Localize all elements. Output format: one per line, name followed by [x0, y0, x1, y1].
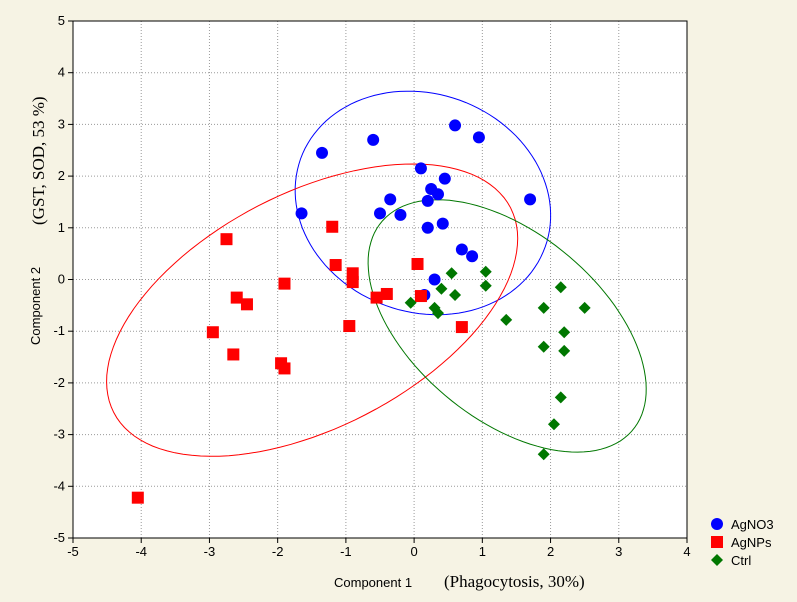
- legend-label-agno3: AgNO3: [731, 517, 774, 532]
- y-tick-label: -2: [53, 375, 65, 390]
- y-tick-label: 1: [58, 220, 65, 235]
- point-agnps: [227, 348, 240, 361]
- ellipse-agnps: [106, 163, 519, 457]
- legend: AgNO3 AgNPs Ctrl: [711, 517, 774, 568]
- y-tick-label: 2: [58, 168, 65, 183]
- tick-labels: -5 -4 -3 -2 -1 0 1 2 3 4 -5 -4 -3 -2 -1 0 1 2 3 4 5: [53, 13, 690, 559]
- point-agnps: [370, 291, 383, 304]
- y-tick-label: 5: [58, 13, 65, 28]
- point-agnps: [206, 326, 219, 339]
- x-tick-label: -2: [272, 544, 284, 559]
- point-agno3: [436, 217, 449, 230]
- point-ctrl: [500, 313, 513, 326]
- x-tick-label: 4: [683, 544, 690, 559]
- point-ctrl: [537, 301, 550, 314]
- point-agnps: [346, 276, 359, 289]
- point-agno3: [472, 131, 485, 144]
- x-tick-label: -5: [67, 544, 79, 559]
- point-ctrl: [558, 326, 571, 339]
- y-tick-label: -5: [53, 530, 65, 545]
- y-tick-label: -3: [53, 427, 65, 442]
- point-agnps: [220, 233, 233, 246]
- point-agnps: [326, 220, 339, 233]
- point-agno3: [394, 208, 407, 221]
- point-agno3: [374, 207, 386, 220]
- point-ctrl: [431, 307, 444, 320]
- y-tick-label: 3: [58, 116, 65, 131]
- point-ctrl: [479, 279, 492, 292]
- point-agno3: [449, 119, 462, 132]
- x-tick-label: -1: [340, 544, 352, 559]
- point-agno3: [524, 193, 537, 206]
- point-agnps: [414, 290, 427, 303]
- ellipse-agno3: [294, 90, 552, 316]
- point-agnps: [455, 321, 468, 334]
- point-agno3: [431, 188, 444, 201]
- x-tick-label: -3: [204, 544, 216, 559]
- x-axis-annotation: (Phagocytosis, 30%): [444, 572, 585, 591]
- point-agnps: [278, 362, 291, 375]
- point-ctrl: [404, 296, 417, 309]
- legend-label-ctrl: Ctrl: [731, 553, 751, 568]
- grid-lines: [73, 21, 687, 538]
- point-agnps: [230, 291, 243, 304]
- point-agno3: [421, 221, 434, 234]
- x-tick-label: 0: [410, 544, 417, 559]
- point-ctrl: [554, 391, 567, 404]
- y-tick-label: -1: [53, 323, 65, 338]
- point-ctrl: [578, 301, 591, 314]
- point-agno3: [367, 133, 380, 146]
- point-agno3: [438, 172, 451, 185]
- legend-marker-agno3: [711, 518, 723, 530]
- legend-marker-ctrl: [711, 554, 723, 566]
- point-ctrl: [435, 282, 448, 295]
- point-agnps: [380, 287, 393, 300]
- plot-area: [73, 21, 687, 538]
- point-ctrl: [449, 289, 462, 302]
- point-agnps: [343, 320, 356, 333]
- point-ctrl: [537, 448, 550, 461]
- y-axis-annotation: (GST, SOD, 53 %): [29, 96, 48, 225]
- point-ctrl: [537, 340, 550, 353]
- ellipse-ctrl: [367, 199, 647, 453]
- x-tick-label: -4: [135, 544, 147, 559]
- point-ctrl: [547, 418, 560, 431]
- point-agno3: [428, 273, 441, 286]
- point-agno3: [316, 146, 329, 159]
- y-tick-label: 4: [58, 65, 65, 80]
- point-agnps: [131, 491, 144, 504]
- point-agno3: [466, 250, 479, 263]
- point-agnps: [329, 259, 342, 272]
- x-tick-label: 3: [615, 544, 622, 559]
- x-tick-label: 2: [547, 544, 554, 559]
- legend-label-agnps: AgNPs: [731, 535, 772, 550]
- y-axis-label: Component 2: [28, 267, 43, 345]
- x-tick-label: 1: [479, 544, 486, 559]
- x-axis-label: Component 1: [334, 575, 412, 590]
- confidence-ellipses: [106, 90, 647, 457]
- point-agno3: [295, 207, 308, 220]
- point-agno3: [455, 243, 468, 256]
- point-agnps: [240, 298, 253, 311]
- point-ctrl: [479, 265, 492, 278]
- point-agnps: [411, 257, 424, 270]
- point-ctrl: [445, 267, 458, 280]
- point-agnps: [278, 277, 291, 290]
- data-points: [131, 119, 591, 504]
- point-agno3: [421, 194, 434, 207]
- legend-marker-agnps: [711, 536, 723, 548]
- point-agno3: [414, 162, 427, 175]
- y-tick-label: -4: [53, 478, 65, 493]
- point-ctrl: [554, 281, 567, 294]
- point-agno3: [384, 193, 397, 206]
- point-ctrl: [558, 344, 571, 357]
- y-tick-label: 0: [58, 272, 65, 287]
